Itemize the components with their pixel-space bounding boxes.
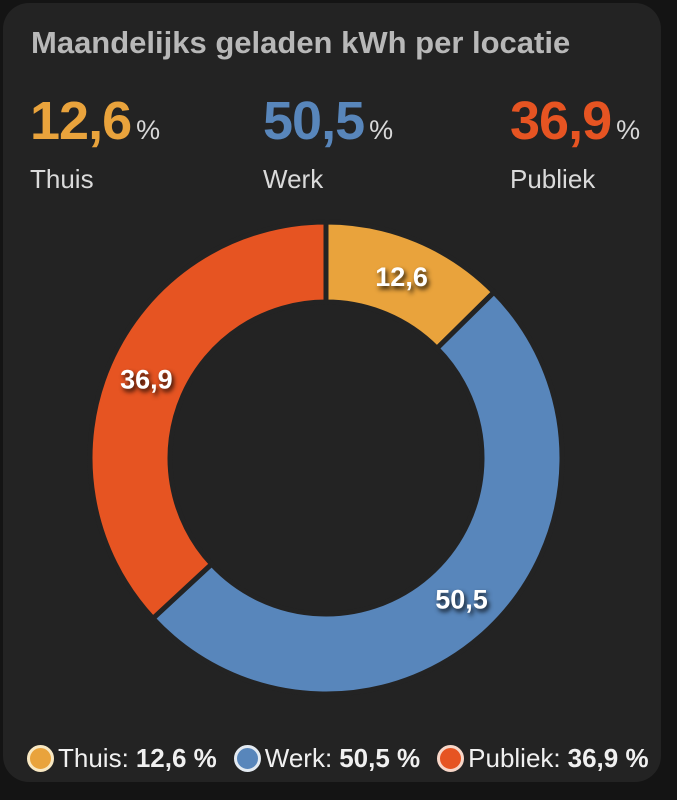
donut-slice-value-publiek: 36,9 (120, 365, 173, 395)
legend-label: Thuis: (58, 743, 129, 773)
legend-item-thuis[interactable]: Thuis: 12,6 % (27, 743, 217, 773)
legend-item-publiek[interactable]: Publiek: 36,9 % (437, 743, 649, 773)
stat-publiek: 36,9 % Publiek (510, 94, 640, 195)
legend-dot-werk (233, 744, 261, 772)
stat-werk-label: Werk (263, 164, 324, 194)
stat-thuis-label: Thuis (30, 164, 94, 194)
legend-value: 50,5 % (339, 743, 421, 773)
stat-werk: 50,5 % Werk (263, 94, 393, 195)
legend-text-werk: Werk: 50,5 % (265, 743, 420, 773)
legend-item-werk[interactable]: Werk: 50,5 % (233, 743, 420, 773)
chart-card: Maandelijks geladen kWh per locatie 12,6… (3, 3, 661, 782)
stats-row: 12,6 % Thuis 50,5 % Werk 36,9 % Publiek (3, 94, 661, 204)
stat-thuis: 12,6 % Thuis (30, 94, 160, 195)
stat-publiek-label: Publiek (510, 164, 596, 194)
chart-legend: Thuis: 12,6 % Werk: 50,5 % Publiek: 36,9 % (27, 743, 649, 773)
stat-publiek-value: 36,9 (510, 91, 612, 151)
legend-label: Publiek: (468, 743, 561, 773)
legend-label: Werk: (264, 743, 333, 773)
legend-value: 12,6 % (135, 743, 217, 773)
stat-publiek-unit: % (616, 115, 641, 145)
donut-slice-value-werk: 50,5 (435, 585, 488, 615)
stat-werk-value: 50,5 (263, 91, 365, 151)
legend-value: 36,9 % (567, 743, 649, 773)
legend-dot-thuis (27, 744, 54, 772)
stat-thuis-value: 12,6 (30, 91, 132, 151)
donut-slice-publiek[interactable] (87, 219, 329, 623)
legend-dot-publiek (437, 744, 465, 772)
legend-text-publiek: Publiek: 36,9 % (468, 743, 648, 773)
stat-thuis-unit: % (136, 115, 161, 145)
donut-slice-werk[interactable] (149, 288, 565, 697)
card-title: Maandelijks geladen kWh per locatie (31, 25, 571, 60)
donut-slice-value-thuis: 12,6 (375, 262, 428, 292)
legend-text-thuis: Thuis: 12,6 % (58, 743, 217, 773)
donut-chart[interactable]: 12,6 50,5 36,9 (86, 218, 566, 698)
stat-werk-unit: % (369, 115, 394, 145)
